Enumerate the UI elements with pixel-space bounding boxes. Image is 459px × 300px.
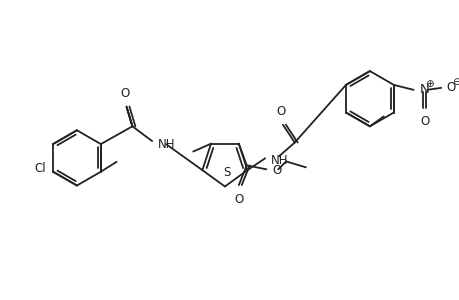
Text: O: O [272,164,281,177]
Text: O: O [276,105,285,118]
Text: O: O [420,116,429,128]
Text: Cl: Cl [34,162,46,175]
Text: O: O [234,193,243,206]
Text: ⊕: ⊕ [425,79,433,89]
Text: NH: NH [158,138,175,151]
Text: O: O [445,81,454,94]
Text: N: N [419,83,428,96]
Text: O: O [120,87,129,100]
Text: NH: NH [270,154,288,167]
Text: ⊖: ⊖ [451,77,459,87]
Text: S: S [223,166,230,178]
